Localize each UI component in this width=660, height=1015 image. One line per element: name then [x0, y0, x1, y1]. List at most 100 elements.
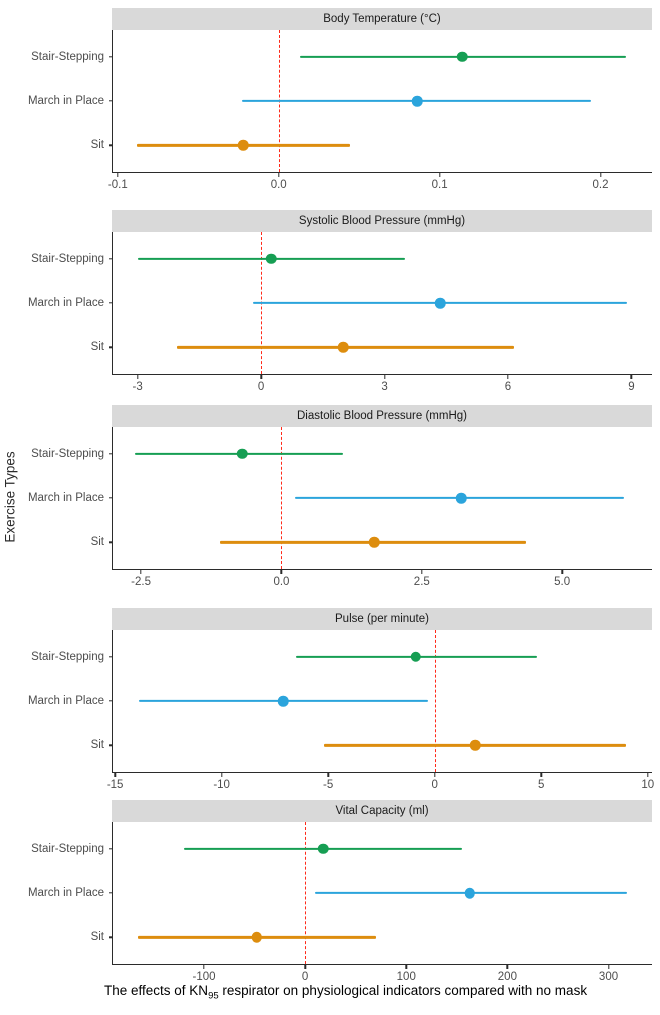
- y-category-label: Sit: [90, 536, 104, 549]
- y-axis-tick: [108, 100, 112, 102]
- panel-title: Diastolic Blood Pressure (mmHg): [297, 410, 467, 422]
- x-axis-tick: [136, 375, 139, 380]
- x-axis-tick: [630, 375, 633, 380]
- x-axis-tick-label: 5: [538, 779, 545, 791]
- forest-panel: Pulse (per minute) -15 -10 -5 0 5 10 Stair-Ste…: [28, 608, 654, 791]
- y-axis-tick: [108, 541, 112, 544]
- plot-area: -3 0 3 6 9 Stair-Stepping March in Place Sit: [28, 232, 652, 393]
- x-axis-tick-label: 0: [257, 381, 265, 393]
- x-axis-tick: [647, 773, 649, 778]
- plot-area: -15 -10 -5 0 5 10 Stair-Stepping March in Place…: [28, 630, 654, 791]
- x-axis-tick-label: 200: [497, 971, 517, 983]
- caption-prefix: The effects of KN: [104, 983, 209, 998]
- plot-area: -2.5 0.0 2.5 5.0 Stair-Stepping March in Plac…: [28, 427, 652, 588]
- x-axis-tick-label: 0.0: [273, 576, 290, 588]
- y-category-label: Sit: [90, 739, 104, 752]
- plot-area: -100 0 100 200 300 Stair-Stepping March in Pla…: [28, 822, 652, 983]
- panel-title-strip: Diastolic Blood Pressure (mmHg): [112, 405, 652, 427]
- x-axis-tick: [260, 375, 262, 380]
- caption-suffix: respirator on physiological indicators c…: [218, 983, 588, 998]
- point-estimate: [434, 297, 446, 309]
- x-axis-tick: [507, 375, 509, 380]
- y-axis-tick: [108, 302, 112, 304]
- x-axis-tick: [220, 773, 223, 778]
- x-axis-tick: [540, 773, 542, 778]
- y-category-label: Stair-Stepping: [31, 447, 104, 460]
- y-category-label: Stair-Stepping: [31, 842, 104, 855]
- x-axis-tick: [438, 173, 441, 178]
- x-axis-tick-label: 0.2: [592, 179, 609, 191]
- forest-panel: Systolic Blood Pressure (mmHg) -3 0 3 6 9 Sta…: [28, 210, 652, 393]
- point-estimate: [469, 740, 481, 751]
- x-axis-tick: [140, 570, 142, 575]
- point-estimate: [411, 95, 423, 107]
- y-category-label: March in Place: [27, 695, 104, 707]
- y-axis-tick: [108, 55, 112, 58]
- x-axis-tick-label: 100: [396, 971, 416, 983]
- panel-title: Systolic Blood Pressure (mmHg): [298, 215, 466, 227]
- plot-area: -0.1 0.0 0.1 0.2 Stair-Stepping March in Plac…: [28, 30, 652, 191]
- y-category-label: Sit: [90, 931, 104, 944]
- point-estimate: [266, 253, 277, 264]
- x-axis-tick-label: 9: [628, 381, 635, 393]
- y-axis-tick: [108, 744, 112, 747]
- x-axis-tick: [114, 773, 116, 778]
- x-axis-tick: [421, 570, 423, 575]
- x-axis-tick: [304, 965, 306, 970]
- x-axis-tick: [506, 965, 509, 970]
- forest-panel: Diastolic Blood Pressure (mmHg) -2.5 0.0 2…: [28, 405, 652, 588]
- point-estimate: [251, 932, 262, 943]
- point-estimate: [410, 651, 421, 662]
- y-axis-tick: [108, 700, 112, 702]
- figure-caption: The effects of KN95 respirator on physio…: [104, 983, 587, 1002]
- x-axis-tick-label: 5.0: [554, 576, 571, 588]
- y-axis-title: Exercise Types: [2, 451, 18, 543]
- point-estimate: [456, 51, 468, 62]
- x-axis-tick: [607, 965, 610, 970]
- x-axis-tick-label: -3: [132, 381, 143, 393]
- x-axis-tick: [599, 173, 602, 178]
- x-axis-tick-label: 0.0: [270, 179, 287, 191]
- zero-reference-line: [281, 427, 283, 569]
- x-axis-tick-label: -100: [192, 971, 216, 983]
- point-estimate: [236, 448, 248, 459]
- y-category-label: Stair-Stepping: [31, 252, 104, 265]
- zero-reference-line: [305, 822, 307, 964]
- x-axis-tick: [405, 965, 407, 970]
- panel-title: Body Temperature (°C): [323, 13, 441, 25]
- x-axis-tick: [278, 173, 280, 178]
- forest-panel: Body Temperature (°C) -0.1 0.0 0.1 0.2 Stair…: [28, 8, 652, 191]
- y-category-label: March in Place: [27, 492, 104, 504]
- x-axis-tick-label: -2.5: [131, 576, 151, 588]
- x-axis-tick-label: -0.1: [107, 179, 128, 191]
- x-axis-tick: [117, 173, 119, 178]
- panel-title-strip: Body Temperature (°C): [112, 8, 652, 30]
- point-estimate: [338, 342, 349, 353]
- y-category-label: March in Place: [27, 95, 104, 107]
- x-axis-tick-label: 2.5: [413, 576, 430, 588]
- y-axis-tick: [108, 847, 112, 850]
- point-estimate: [464, 887, 476, 899]
- x-axis-tick-label: 10: [641, 779, 655, 791]
- forest-panel: Vital Capacity (ml) -100 0 100 200 300 Stair-…: [28, 800, 652, 983]
- y-axis-tick: [108, 497, 112, 499]
- x-axis-tick-label: 300: [598, 971, 619, 983]
- point-estimate: [455, 492, 467, 504]
- y-category-label: Stair-Stepping: [31, 650, 104, 663]
- point-estimate: [318, 843, 329, 854]
- point-estimate: [278, 695, 289, 707]
- y-axis-tick: [108, 346, 112, 349]
- x-axis-tick-label: -10: [213, 779, 230, 791]
- x-axis-tick-label: -15: [106, 779, 124, 791]
- y-category-label: Sit: [90, 341, 104, 354]
- y-axis-tick: [108, 257, 112, 260]
- x-axis-tick-label: 0: [431, 779, 438, 791]
- point-estimate: [368, 537, 380, 548]
- y-category-label: Stair-Stepping: [31, 50, 104, 63]
- x-axis-tick-label: 3: [381, 381, 388, 393]
- y-category-label: March in Place: [27, 297, 104, 309]
- panel-title-strip: Vital Capacity (ml): [112, 800, 652, 822]
- panel-title-strip: Systolic Blood Pressure (mmHg): [112, 210, 652, 232]
- y-axis-tick: [108, 144, 112, 147]
